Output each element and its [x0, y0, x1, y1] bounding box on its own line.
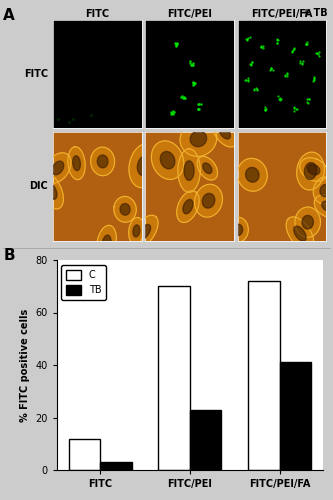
Bar — [279, 362, 311, 470]
Polygon shape — [40, 174, 63, 209]
Polygon shape — [197, 156, 217, 180]
Text: B: B — [3, 248, 15, 262]
Y-axis label: % FITC positive cells: % FITC positive cells — [20, 308, 30, 422]
Polygon shape — [304, 162, 317, 180]
Bar — [100, 462, 132, 470]
Polygon shape — [129, 144, 160, 188]
Polygon shape — [233, 224, 243, 235]
Polygon shape — [180, 121, 217, 156]
Polygon shape — [131, 215, 158, 249]
Text: FITC: FITC — [24, 68, 48, 78]
Polygon shape — [300, 158, 328, 182]
Bar — [69, 438, 100, 470]
Polygon shape — [212, 118, 237, 147]
Polygon shape — [91, 147, 115, 176]
Polygon shape — [47, 184, 57, 200]
Polygon shape — [129, 218, 144, 244]
Polygon shape — [52, 161, 64, 175]
Polygon shape — [286, 217, 314, 250]
Polygon shape — [194, 184, 222, 217]
Polygon shape — [307, 164, 320, 175]
Polygon shape — [97, 155, 108, 168]
Polygon shape — [97, 226, 117, 261]
Polygon shape — [73, 156, 80, 170]
Text: DIC: DIC — [30, 181, 48, 191]
Polygon shape — [184, 161, 194, 180]
Polygon shape — [314, 195, 333, 218]
Polygon shape — [137, 156, 151, 176]
Polygon shape — [183, 200, 193, 214]
Polygon shape — [68, 146, 85, 180]
Polygon shape — [178, 149, 200, 192]
Polygon shape — [295, 207, 320, 238]
Title: FITC: FITC — [86, 8, 110, 18]
Polygon shape — [102, 235, 111, 251]
Legend: C, TB: C, TB — [62, 265, 106, 300]
Polygon shape — [202, 194, 215, 208]
Polygon shape — [219, 126, 230, 139]
Polygon shape — [237, 158, 267, 191]
Text: + TB: + TB — [302, 8, 328, 18]
Polygon shape — [120, 204, 130, 215]
Bar — [190, 410, 221, 470]
Polygon shape — [320, 184, 331, 196]
Polygon shape — [133, 225, 140, 237]
Polygon shape — [177, 191, 199, 222]
Polygon shape — [45, 153, 71, 183]
Polygon shape — [297, 152, 324, 190]
Polygon shape — [190, 131, 207, 146]
Polygon shape — [203, 163, 212, 173]
Title: FITC/PEI: FITC/PEI — [167, 8, 212, 18]
Text: A: A — [3, 8, 15, 22]
Polygon shape — [302, 216, 313, 229]
Polygon shape — [322, 201, 333, 211]
Title: FITC/PEI/FA: FITC/PEI/FA — [251, 8, 313, 18]
Polygon shape — [228, 218, 248, 242]
Bar — [159, 286, 190, 470]
Polygon shape — [294, 226, 306, 241]
Polygon shape — [313, 177, 333, 204]
Polygon shape — [139, 224, 151, 240]
Bar — [248, 281, 279, 470]
Polygon shape — [160, 152, 175, 169]
Polygon shape — [152, 141, 184, 180]
Polygon shape — [114, 196, 136, 222]
Polygon shape — [246, 168, 259, 182]
